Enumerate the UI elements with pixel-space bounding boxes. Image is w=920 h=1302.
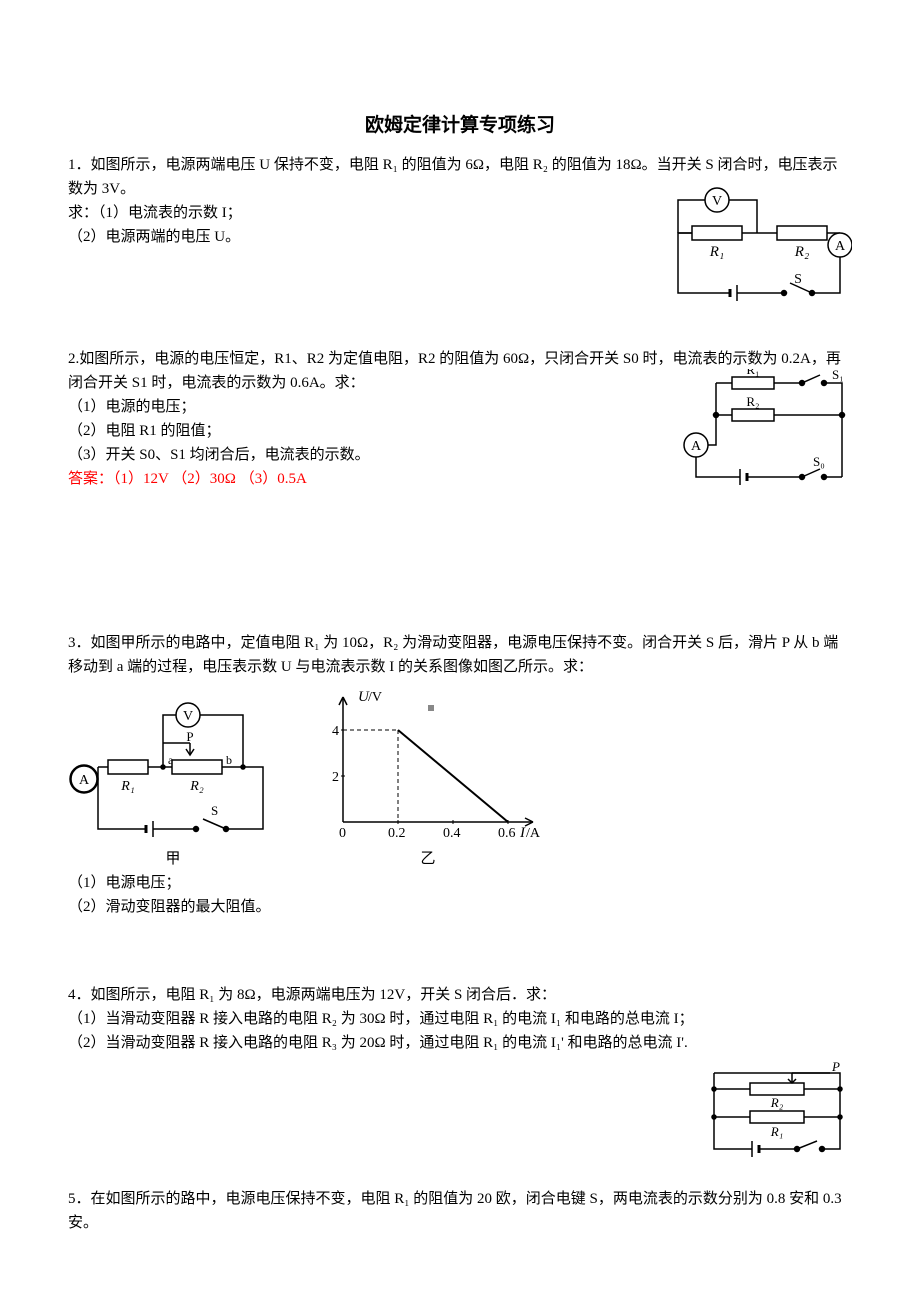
svg-text:R₂: R₂ <box>746 394 759 409</box>
spacer <box>68 943 852 983</box>
svg-text:V: V <box>712 194 722 209</box>
p2-circuit-diagram: R₁ S₁ R₂ A <box>672 369 852 489</box>
svg-text:S₀: S₀ <box>813 454 825 469</box>
problem-3: 3．如图甲所示的电路中，定值电阻 R₁ 为 10Ω，R₂ 为滑动变阻器，电源电压… <box>68 631 852 919</box>
svg-text:0: 0 <box>339 826 346 841</box>
p3-circuit-diagram: V P R₁ a <box>68 697 278 847</box>
p3-caption-a: 甲 <box>165 847 180 871</box>
svg-text:0.4: 0.4 <box>443 826 461 841</box>
p3-fig-b-col: U /V I /A 4 2 0 0.2 0.4 <box>308 687 548 871</box>
p1-circuit-diagram: V R₁ R₂ A S <box>662 183 852 308</box>
svg-text:P: P <box>186 729 193 744</box>
svg-text:R₁: R₁ <box>770 1124 783 1139</box>
svg-text:V: V <box>183 709 193 724</box>
svg-text:b: b <box>226 753 232 767</box>
p4-q1: （1）当滑动变阻器 R 接入电路的电阻 R₂ 为 30Ω 时，通过电阻 R₁ 的… <box>68 1007 852 1031</box>
p5-text: 5．在如图所示的路中，电源电压保持不变，电阻 R₁ 的阻值为 20 欧，闭合电键… <box>68 1187 852 1235</box>
svg-text:I: I <box>519 825 526 841</box>
svg-text:0.2: 0.2 <box>388 826 406 841</box>
svg-text:R₁: R₁ <box>746 369 759 377</box>
svg-text:0.6: 0.6 <box>498 826 516 841</box>
page-title: 欧姆定律计算专项练习 <box>68 110 852 137</box>
problem-5: 5．在如图所示的路中，电源电压保持不变，电阻 R₁ 的阻值为 20 欧，闭合电键… <box>68 1187 852 1235</box>
problem-2: 2.如图所示，电源的电压恒定，R1、R2 为定值电阻，R2 的阻值为 60Ω，只… <box>68 347 852 547</box>
svg-text:R₂: R₂ <box>189 779 204 794</box>
p3-q1: （1）电源电压； <box>68 871 852 895</box>
p4-text: 4．如图所示，电阻 R₁ 为 8Ω，电源两端电压为 12V，开关 S 闭合后．求… <box>68 983 852 1007</box>
svg-text:R₂: R₂ <box>794 244 809 260</box>
svg-text:/V: /V <box>368 690 382 705</box>
svg-text:R₁: R₁ <box>120 779 134 794</box>
p3-caption-b: 乙 <box>420 847 435 871</box>
svg-text:2: 2 <box>332 770 339 785</box>
svg-text:A: A <box>79 773 90 788</box>
p3-figures-row: V P R₁ a <box>68 687 852 871</box>
svg-text:R₂: R₂ <box>770 1095 784 1110</box>
problem-1: 1．如图所示，电源两端电压 U 保持不变，电阻 R₁ 的阻值为 6Ω，电阻 R₂… <box>68 153 852 323</box>
svg-text:R₁: R₁ <box>709 244 724 260</box>
p4-circuit-diagram: R₂ P R₁ <box>702 1061 852 1161</box>
page: 欧姆定律计算专项练习 1．如图所示，电源两端电压 U 保持不变，电阻 R₁ 的阻… <box>0 0 920 1302</box>
svg-text:S₁: S₁ <box>832 369 844 382</box>
svg-text:S: S <box>211 803 218 818</box>
p3-q2: （2）滑动变阻器的最大阻值。 <box>68 895 852 919</box>
svg-text:A: A <box>691 439 702 454</box>
spacer <box>68 571 852 631</box>
p3-graph: U /V I /A 4 2 0 0.2 0.4 <box>308 687 548 847</box>
svg-text:P: P <box>831 1061 840 1074</box>
p4-q2: （2）当滑动变阻器 R 接入电路的电阻 R₃ 为 20Ω 时，通过电阻 R₁ 的… <box>68 1031 852 1055</box>
svg-text:S: S <box>794 272 802 287</box>
p3-fig-a-col: V P R₁ a <box>68 697 278 871</box>
svg-text:/A: /A <box>526 826 541 841</box>
svg-text:4: 4 <box>332 724 339 739</box>
svg-text:A: A <box>835 239 846 254</box>
p3-text: 3．如图甲所示的电路中，定值电阻 R₁ 为 10Ω，R₂ 为滑动变阻器，电源电压… <box>68 631 852 679</box>
problem-4: 4．如图所示，电阻 R₁ 为 8Ω，电源两端电压为 12V，开关 S 闭合后．求… <box>68 983 852 1163</box>
